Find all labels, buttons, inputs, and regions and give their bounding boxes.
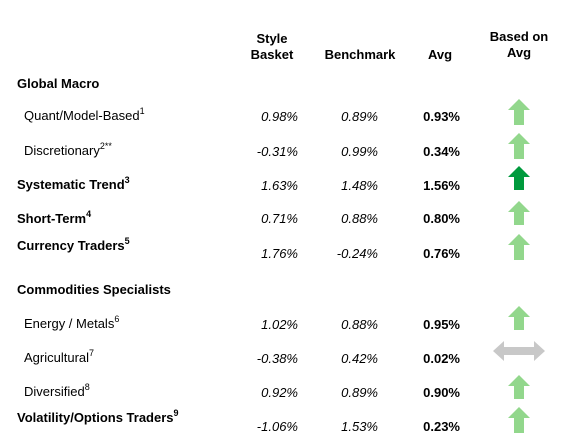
benchmark-value: 0.89% <box>341 109 378 124</box>
avg-value: 1.56% <box>423 178 460 193</box>
row-label-quant-model-based: Quant/Model-Based1 <box>24 105 145 124</box>
row-label-text: Volatility/Options Traders <box>17 410 174 425</box>
row-label-text: Short-Term <box>17 211 87 226</box>
footnote-sup: 8 <box>84 381 90 392</box>
row-label-text: Currency Traders <box>17 238 125 253</box>
header-based-on-avg-line2: Avg <box>506 45 532 60</box>
style-basket-value: 1.76% <box>261 246 298 261</box>
benchmark-value: 1.53% <box>341 419 378 434</box>
row-label-systematic-trend: Systematic Trend3 <box>17 174 130 193</box>
header-style-basket-line1: Style <box>256 31 288 46</box>
benchmark-value: -0.24% <box>336 246 378 261</box>
header-avg-label: Avg <box>427 47 453 62</box>
row-label-text: Systematic Trend <box>17 177 125 192</box>
benchmark-value: 0.88% <box>341 317 378 332</box>
avg-value: 0.95% <box>423 317 460 332</box>
header-style-basket-line2: Basket <box>250 47 294 62</box>
row-label-text: Quant/Model-Based <box>24 108 140 123</box>
footnote-sup: 4 <box>86 208 92 219</box>
row-label-discretionary: Discretionary2** <box>24 140 112 159</box>
header-based-on-avg-line1: Based on <box>489 29 549 44</box>
avg-value: 0.76% <box>423 246 460 261</box>
row-label-text: Discretionary <box>24 143 100 158</box>
section-label-commodities-specialists: Commodities Specialists <box>17 282 171 298</box>
style-basket-value: -0.38% <box>256 351 298 366</box>
style-basket-value: -0.31% <box>256 144 298 159</box>
up-arrow-light-icon <box>508 133 530 159</box>
header-style-basket: Style Basket <box>241 31 303 63</box>
up-arrow-light-icon <box>508 234 530 260</box>
avg-value: 0.34% <box>423 144 460 159</box>
row-label-energy-metals: Energy / Metals6 <box>24 313 120 332</box>
header-benchmark: Benchmark <box>318 47 402 63</box>
avg-value: 0.93% <box>423 109 460 124</box>
benchmark-value: 1.48% <box>341 178 378 193</box>
footnote-sup: 2** <box>99 140 112 151</box>
up-arrow-dark-icon <box>508 166 530 190</box>
up-arrow-light-icon <box>508 99 530 125</box>
row-label-text: Commodities Specialists <box>17 282 171 297</box>
row-label-diversified: Diversified8 <box>24 381 90 400</box>
row-label-short-term: Short-Term4 <box>17 208 92 227</box>
row-label-text: Global Macro <box>17 76 100 91</box>
style-basket-value: 0.92% <box>261 385 298 400</box>
avg-value: 0.90% <box>423 385 460 400</box>
footnote-sup: 9 <box>173 407 179 418</box>
up-arrow-light-icon <box>508 407 530 433</box>
row-label-currency-traders: Currency Traders5 <box>17 235 130 254</box>
style-basket-value: 0.98% <box>261 109 298 124</box>
benchmark-value: 0.42% <box>341 351 378 366</box>
benchmark-value: 0.99% <box>341 144 378 159</box>
row-label-volatility-options-traders: Volatility/Options Traders9 <box>17 407 179 426</box>
header-benchmark-label: Benchmark <box>324 47 396 62</box>
avg-value: 0.23% <box>423 419 460 434</box>
footnote-sup: 3 <box>124 174 130 185</box>
benchmark-value: 0.88% <box>341 211 378 226</box>
style-basket-value: 1.63% <box>261 178 298 193</box>
header-based-on-avg: Based on Avg <box>484 29 554 61</box>
row-label-text: Agricultural <box>24 350 90 365</box>
header-avg: Avg <box>418 47 462 63</box>
footnote-sup: 6 <box>114 313 120 324</box>
benchmark-value: 0.89% <box>341 385 378 400</box>
left-right-arrow-icon <box>493 341 545 361</box>
section-label-global-macro: Global Macro <box>17 76 99 92</box>
row-label-agricultural: Agricultural7 <box>24 347 95 366</box>
up-arrow-light-icon <box>508 201 530 225</box>
row-label-text: Energy / Metals <box>24 316 115 331</box>
style-basket-value: -1.06% <box>256 419 298 434</box>
footnote-sup: 5 <box>124 235 130 246</box>
style-basket-value: 0.71% <box>261 211 298 226</box>
footnote-sup: 1 <box>139 105 145 116</box>
avg-value: 0.02% <box>423 351 460 366</box>
footnote-sup: 7 <box>89 347 95 358</box>
row-label-text: Diversified <box>24 384 85 399</box>
up-arrow-light-icon <box>508 306 530 330</box>
avg-value: 0.80% <box>423 211 460 226</box>
style-basket-value: 1.02% <box>261 317 298 332</box>
up-arrow-light-icon <box>508 375 530 399</box>
